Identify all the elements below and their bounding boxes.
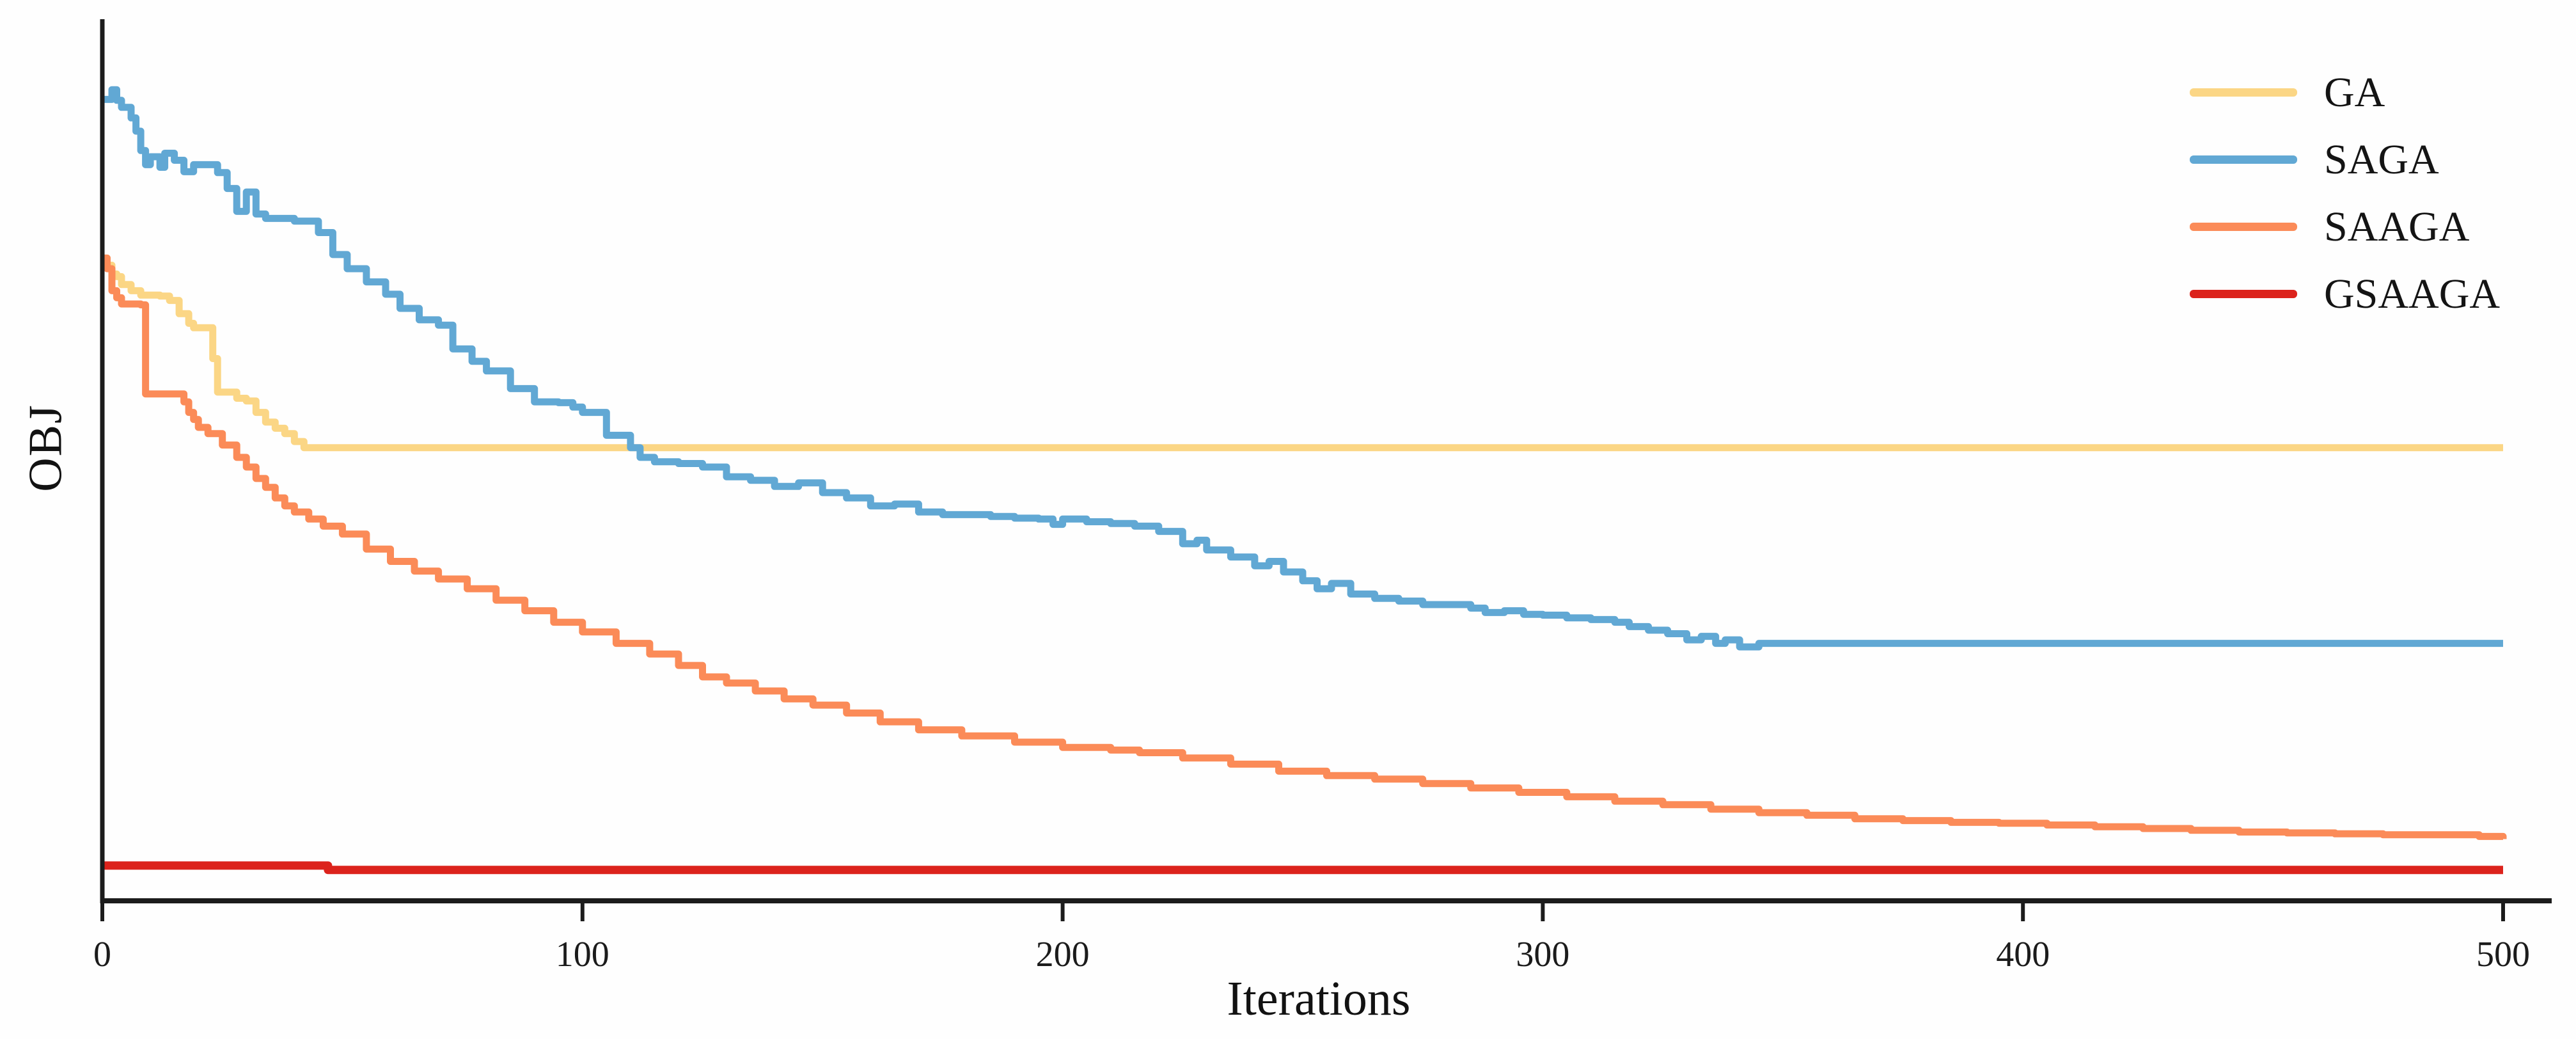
series-line-saaga xyxy=(102,254,2507,840)
x-tick-label-300: 300 xyxy=(1516,935,1570,974)
legend: GA SAGA SAAGA GSAAGA xyxy=(2190,59,2500,328)
x-tick-label-500: 500 xyxy=(2476,935,2530,974)
legend-label-gsaaga: GSAAGA xyxy=(2324,270,2501,317)
series-line-gsaaga xyxy=(102,861,2503,875)
y-axis-title: OBJ xyxy=(19,404,72,492)
legend-item-ga: GA xyxy=(2190,59,2500,126)
series-line-saga xyxy=(102,86,2503,651)
legend-swatch-gsaaga xyxy=(2190,290,2297,298)
legend-item-saga: SAGA xyxy=(2190,126,2500,193)
x-tick-label-0: 0 xyxy=(93,935,111,974)
x-tick-label-400: 400 xyxy=(1996,935,2050,974)
legend-swatch-ga xyxy=(2190,88,2297,97)
legend-swatch-saga xyxy=(2190,155,2297,164)
axes xyxy=(100,19,2552,921)
legend-label-saaga: SAAGA xyxy=(2324,203,2470,250)
legend-item-saaga: SAAGA xyxy=(2190,193,2500,260)
x-tick-label-200: 200 xyxy=(1035,935,1090,974)
legend-item-gsaaga: GSAAGA xyxy=(2190,260,2500,328)
legend-label-saga: SAGA xyxy=(2324,136,2439,183)
legend-swatch-saaga xyxy=(2190,223,2297,231)
series-line-ga xyxy=(102,254,2503,452)
legend-label-ga: GA xyxy=(2324,68,2385,116)
x-axis-title: Iterations xyxy=(1227,972,1411,1026)
series-lines xyxy=(102,86,2507,875)
x-tick-label-100: 100 xyxy=(555,935,609,974)
